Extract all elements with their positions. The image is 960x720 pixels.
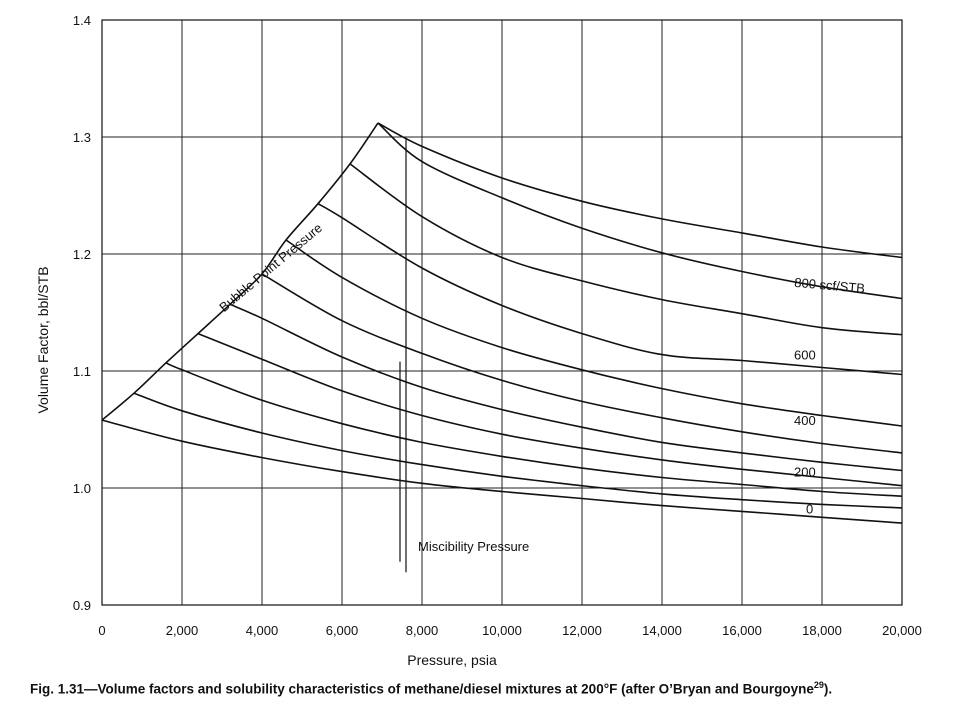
y-tick-label: 1.4 <box>73 13 91 28</box>
isoline-9 <box>377 122 903 300</box>
curve-label-4: 0 <box>806 502 813 517</box>
x-tick-label: 18,000 <box>802 623 842 638</box>
x-tick-label: 8,000 <box>406 623 439 638</box>
isoline-1 <box>133 392 903 509</box>
curve-label-0: 800 scf/STB <box>794 275 866 296</box>
tick-labels: 0 2,000 4,000 6,000 8,000 10,000 12,000 14,000 1… <box>73 13 922 638</box>
figure-caption: Fig. 1.31—Volume factors and solubility … <box>30 680 950 697</box>
x-tick-label: 12,000 <box>562 623 602 638</box>
y-tick-label: 1.1 <box>73 364 91 379</box>
isoline-10 <box>377 122 903 259</box>
y-tick-label: 0.9 <box>73 598 91 613</box>
caption-end: ). <box>823 681 833 697</box>
curves <box>101 122 903 573</box>
curve-label-2: 400 <box>794 413 816 428</box>
miscibility-label: Miscibility Pressure <box>418 539 529 554</box>
x-tick-label: 10,000 <box>482 623 522 638</box>
x-tick-label: 20,000 <box>882 623 922 638</box>
x-tick-label: 16,000 <box>722 623 762 638</box>
y-axis-label: Volume Factor, bbl/STB <box>35 266 51 413</box>
x-tick-label: 4,000 <box>246 623 279 638</box>
isoline-7 <box>317 203 903 376</box>
caption-reference: 29 <box>813 680 824 690</box>
y-tick-label: 1.2 <box>73 247 91 262</box>
isoline-0 <box>101 419 903 524</box>
isoline-4 <box>229 303 903 472</box>
bubble-point-curve <box>101 122 379 421</box>
isoline-3 <box>197 332 903 487</box>
y-tick-label: 1.0 <box>73 481 91 496</box>
x-axis-label: Pressure, psia <box>407 652 497 668</box>
isoline-5 <box>261 273 903 454</box>
bubble-point-label: Bubble Point Pressure <box>216 220 325 315</box>
caption-text: Fig. 1.31—Volume factors and solubility … <box>30 681 814 697</box>
x-tick-label: 6,000 <box>326 623 359 638</box>
x-tick-label: 2,000 <box>166 623 199 638</box>
plot-frame <box>101 19 903 606</box>
curve-label-1: 600 <box>794 347 816 362</box>
isoline-2 <box>165 362 903 497</box>
y-tick-label: 1.3 <box>73 130 91 145</box>
isoline-8 <box>349 163 903 336</box>
x-tick-label: 14,000 <box>642 623 682 638</box>
isoline-6 <box>285 239 903 427</box>
curve-label-3: 200 <box>794 464 816 479</box>
x-tick-label: 0 <box>98 623 105 638</box>
